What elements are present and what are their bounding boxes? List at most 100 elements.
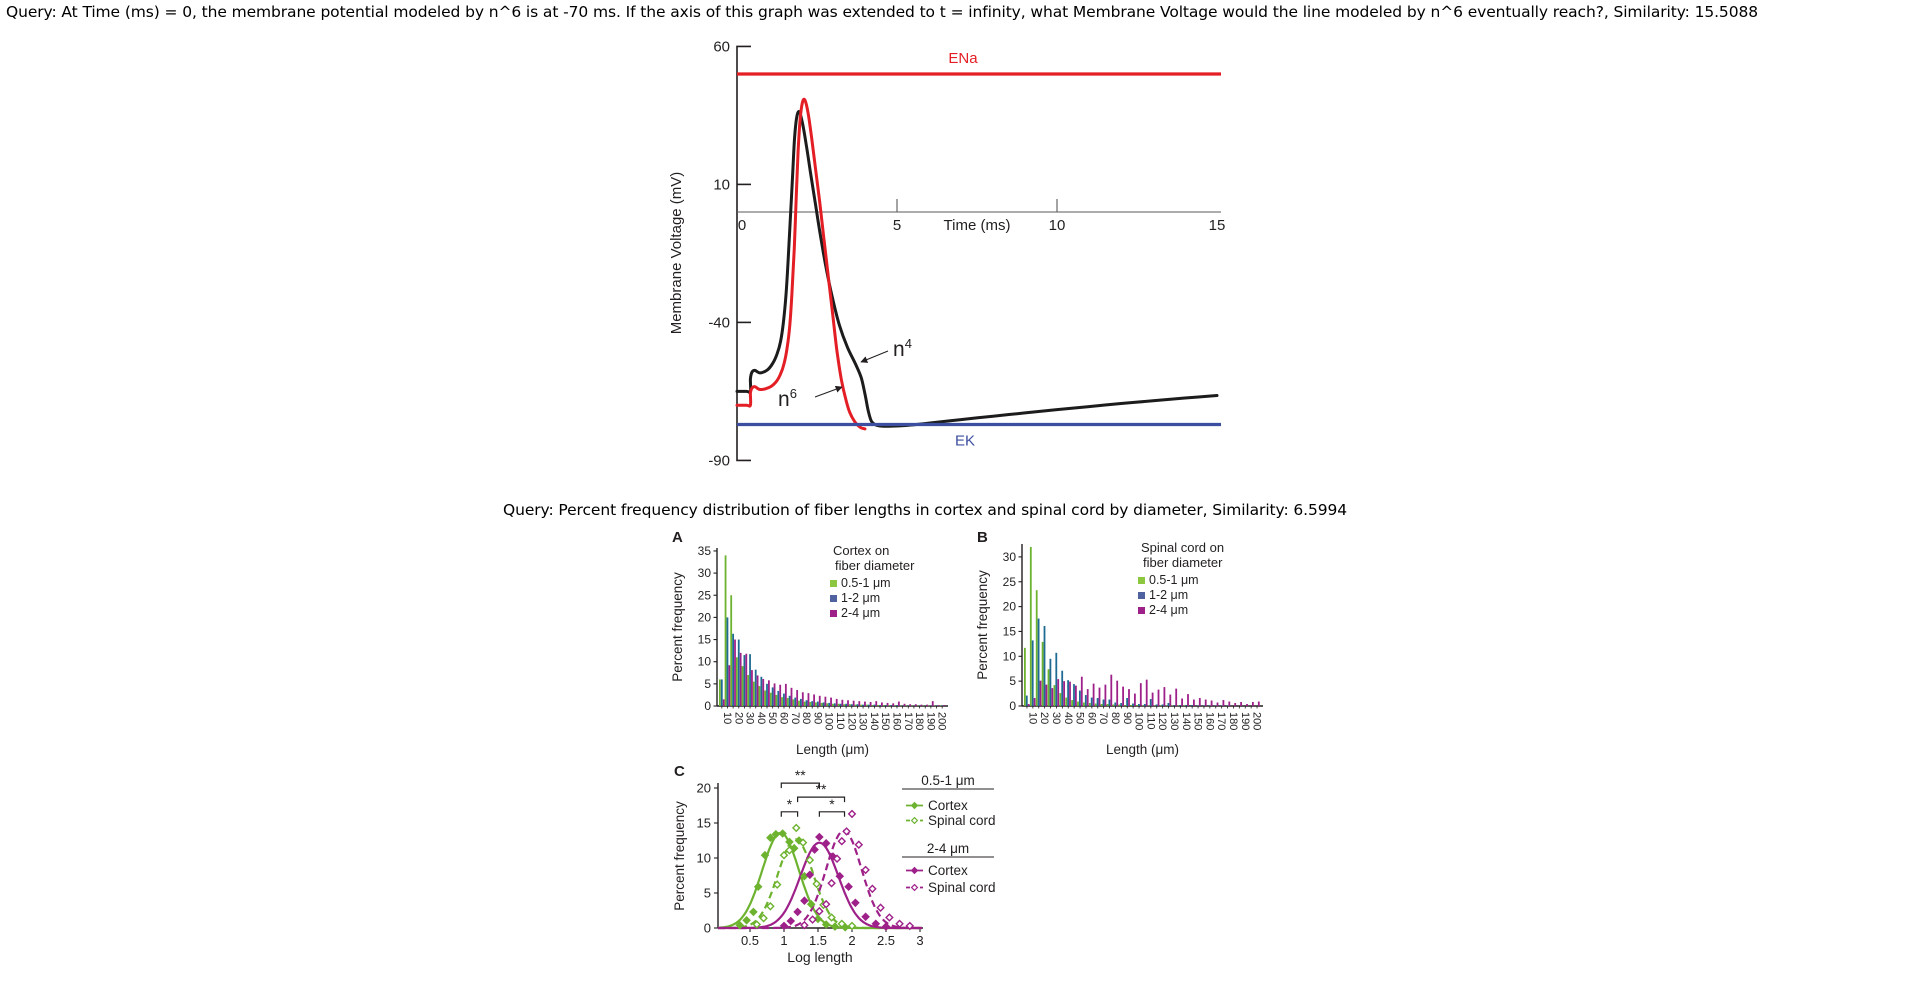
legend-entry: 1-2 μm bbox=[1149, 588, 1188, 602]
x-tick-label: 130 bbox=[1168, 712, 1180, 730]
membrane-potential-figure: 60 10 -40 -90 Membrane Voltage (mV) 0 5 10 15 Tim… bbox=[668, 38, 1226, 469]
panel-letter: A bbox=[672, 529, 683, 546]
legend-title: fiber diameter bbox=[1143, 555, 1223, 570]
x-tick-label: 40 bbox=[755, 712, 767, 724]
y-tick-label: 10 bbox=[713, 176, 730, 193]
y-tick-label: 15 bbox=[697, 816, 711, 831]
scatter-point bbox=[881, 922, 891, 931]
x-tick-label: 0 bbox=[738, 217, 746, 234]
legend-title: Cortex on bbox=[833, 543, 889, 558]
x-tick-label: 120 bbox=[1156, 712, 1168, 730]
scatter-point bbox=[735, 920, 745, 930]
x-tick-label: 3 bbox=[916, 933, 923, 948]
significance-bracket bbox=[797, 796, 846, 803]
scatter-point bbox=[800, 920, 809, 930]
x-tick-label: 200 bbox=[1251, 712, 1263, 730]
y-axis bbox=[736, 45, 751, 462]
scatter-point bbox=[861, 865, 870, 875]
y-tick-label: 5 bbox=[1009, 674, 1016, 688]
y-tick-label: 15 bbox=[698, 633, 712, 647]
legend-title: fiber diameter bbox=[835, 558, 915, 573]
scatter-point bbox=[861, 912, 870, 922]
y-tick-label: 25 bbox=[1003, 575, 1017, 589]
y-tick-label: 10 bbox=[697, 851, 711, 866]
scatter-point bbox=[812, 879, 821, 889]
scatter-point bbox=[759, 913, 768, 923]
scatter-point bbox=[766, 902, 775, 911]
legend-marker bbox=[910, 883, 919, 892]
x-tick-label: 180 bbox=[913, 712, 925, 730]
scatter-point bbox=[805, 855, 815, 865]
significance-label: * bbox=[787, 796, 793, 812]
ena-label: ENa bbox=[948, 50, 978, 67]
query-text-2: Query: Percent frequency distribution of… bbox=[503, 501, 1348, 519]
y-tick-label: 10 bbox=[698, 655, 712, 669]
scatter-point bbox=[842, 827, 851, 836]
y-tick-label: 25 bbox=[698, 588, 712, 602]
panel-c-log-length-curves: C 0 5 10 15 20 0.5 1 1.5 2 2.5 3 Log length Percent f… bbox=[672, 763, 996, 965]
x-tick-label: 20 bbox=[1038, 712, 1050, 724]
scatter-point bbox=[785, 846, 794, 855]
y-tick-label: 35 bbox=[698, 544, 712, 558]
y-axis-title: Percent frequency bbox=[670, 572, 685, 682]
scatter-point bbox=[752, 920, 762, 929]
significance-label: ** bbox=[795, 767, 806, 783]
y-tick-label: -90 bbox=[708, 452, 730, 469]
scatter-point bbox=[786, 916, 796, 926]
x-tick-label: 1 bbox=[780, 933, 787, 948]
legend-group-title: 0.5-1 μm bbox=[921, 773, 975, 788]
annotation-n4: n4 bbox=[893, 336, 912, 361]
legend-marker bbox=[910, 866, 919, 875]
scatter-point bbox=[827, 913, 836, 922]
scatter-point bbox=[760, 850, 770, 860]
x-tick-label: 130 bbox=[857, 712, 869, 730]
curve-n6 bbox=[735, 97, 867, 431]
scatter-point bbox=[895, 919, 904, 929]
scatter-point bbox=[905, 921, 915, 931]
scatter-point bbox=[779, 921, 789, 931]
legend-swatch bbox=[1138, 577, 1145, 584]
scatter-point bbox=[830, 922, 840, 931]
legend-entry: 0.5-1 μm bbox=[841, 576, 891, 590]
x-tick-label: 5 bbox=[893, 217, 901, 234]
x-axis-title: Time (ms) bbox=[944, 217, 1011, 234]
y-tick-label: 30 bbox=[1003, 550, 1017, 564]
x-tick-label: 30 bbox=[1050, 712, 1062, 724]
y-tick-label: 20 bbox=[1003, 600, 1017, 614]
x-tick-label: 120 bbox=[845, 712, 857, 730]
scatter-point bbox=[885, 913, 894, 922]
x-tick-label: 160 bbox=[1203, 712, 1215, 730]
x-tick-label: 40 bbox=[1062, 712, 1074, 724]
x-tick-label: 10 bbox=[721, 712, 733, 724]
scatter-point bbox=[847, 809, 857, 819]
y-tick-label: 20 bbox=[697, 781, 711, 796]
scatter-point bbox=[749, 907, 758, 917]
x-tick-label: 50 bbox=[766, 712, 778, 724]
scatter-point bbox=[785, 837, 794, 847]
annotation-n6: n6 bbox=[778, 386, 797, 411]
legend-entry: Spinal cord bbox=[928, 880, 996, 895]
x-axis-title: Log length bbox=[787, 949, 852, 965]
y-tick-label: 0 bbox=[704, 921, 711, 936]
scatter-point bbox=[805, 870, 815, 880]
y-tick-label: 10 bbox=[1003, 649, 1017, 663]
x-tick-label: 100 bbox=[823, 712, 835, 730]
panel-letter: C bbox=[674, 763, 685, 780]
curve-2-4 μm-Spinal cord bbox=[718, 829, 922, 930]
x-tick-label: 10 bbox=[1049, 217, 1066, 234]
scatter-point bbox=[844, 882, 853, 891]
y-tick-label: 15 bbox=[1003, 624, 1017, 638]
legend-swatch bbox=[830, 610, 837, 617]
scatter-point bbox=[851, 898, 860, 908]
query-text-1: Query: At Time (ms) = 0, the membrane po… bbox=[6, 3, 1758, 21]
x-tick-label: 15 bbox=[1209, 217, 1226, 234]
x-axis-title: Length (μm) bbox=[796, 742, 869, 757]
x-tick-label: 50 bbox=[1074, 712, 1086, 724]
x-tick-label: 150 bbox=[879, 712, 891, 730]
legend-entry: 2-4 μm bbox=[1149, 603, 1188, 617]
y-tick-label: 60 bbox=[713, 38, 730, 55]
legend-marker bbox=[910, 801, 919, 810]
y-axis-title: Percent frequency bbox=[672, 801, 687, 911]
x-tick-label: 140 bbox=[1180, 712, 1192, 730]
